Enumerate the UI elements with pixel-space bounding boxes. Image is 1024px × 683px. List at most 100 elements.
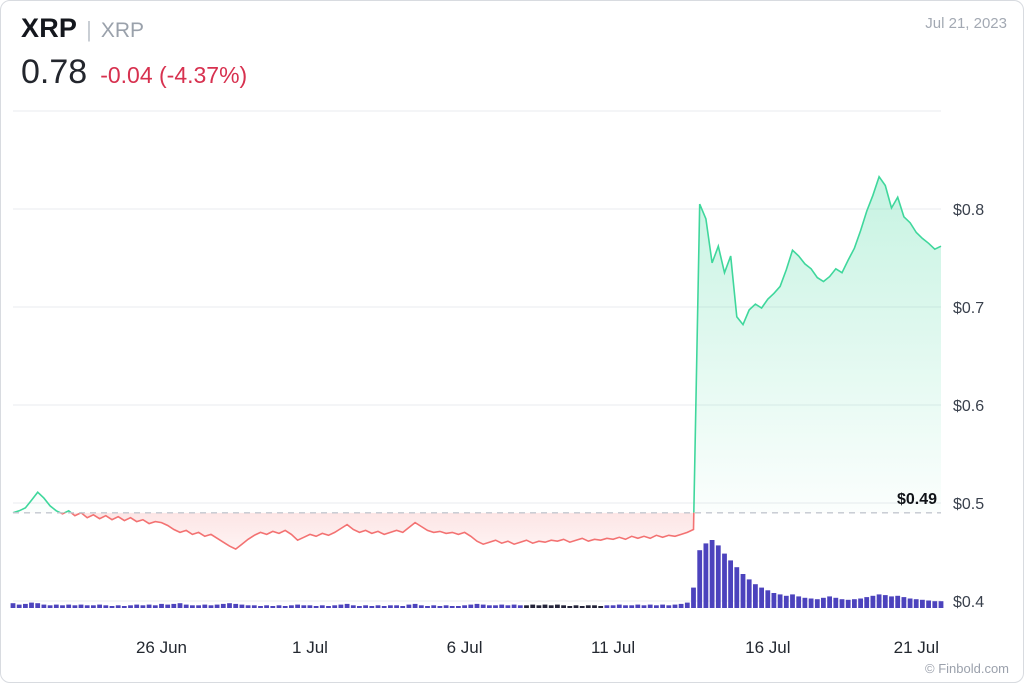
volume-bar (338, 604, 344, 608)
volume-bar (369, 606, 375, 608)
volume-bar (301, 605, 307, 608)
volume-bar (72, 605, 78, 608)
volume-bar (740, 574, 746, 608)
volume-bar (876, 594, 882, 608)
volume-bar (790, 594, 795, 608)
volume-bar (882, 595, 888, 608)
volume-bar (196, 605, 201, 608)
volume-bar (808, 598, 814, 608)
volume-bar (177, 603, 183, 608)
volume-bar (214, 604, 220, 608)
volume-bar (623, 605, 628, 608)
y-axis-label: $0.5 (953, 496, 984, 513)
volume-bar (357, 606, 362, 608)
volume-bar (777, 594, 783, 608)
volume-bar (511, 604, 517, 608)
volume-bar (654, 605, 659, 608)
volume-bar (629, 605, 635, 608)
volume-bar (530, 604, 536, 608)
volume-bar (425, 606, 430, 608)
volume-bar (728, 560, 733, 608)
date-label: Jul 21, 2023 (925, 15, 1007, 32)
volume-bar (220, 603, 226, 608)
baseline-label: $0.49 (897, 491, 937, 508)
volume-bar (418, 605, 424, 608)
price-series (12, 174, 942, 551)
y-axis-label: $0.6 (953, 398, 984, 415)
volume-bar (233, 603, 239, 608)
volume-bar (517, 605, 523, 608)
volume-bar (616, 604, 622, 608)
volume-bar (827, 596, 832, 608)
volume-bar (103, 605, 109, 608)
volume-bar (598, 606, 604, 608)
volume-bar (412, 603, 418, 608)
volume-bar (202, 604, 208, 608)
volume-bar (394, 605, 399, 608)
chart-header: XRP | XRP 0.78 -0.04 (-4.37%) (21, 13, 247, 92)
volume-bars (10, 540, 944, 608)
volume-bar (171, 603, 177, 608)
volume-bar (270, 606, 276, 608)
volume-bar (672, 604, 678, 608)
volume-bar (753, 584, 758, 608)
volume-bar (604, 605, 610, 608)
y-axis-label: $0.4 (953, 594, 984, 611)
volume-bar (258, 606, 263, 608)
volume-bar (350, 605, 356, 608)
volume-bar (524, 605, 529, 608)
volume-bar (487, 605, 492, 608)
volume-bar (332, 605, 338, 608)
volume-bar (666, 605, 672, 608)
volume-bar (567, 606, 573, 608)
volume-bar (165, 604, 171, 608)
volume-bar (722, 553, 727, 608)
volume-bar (449, 606, 455, 608)
volume-bar (746, 579, 752, 608)
volume-bar (852, 599, 857, 608)
volume-bar (400, 606, 406, 608)
volume-bar (97, 604, 102, 608)
volume-bar (821, 597, 826, 608)
volume-bar (16, 604, 22, 608)
volume-bar (344, 603, 350, 608)
x-axis-label: 21 Jul (894, 638, 939, 657)
volume-bar (771, 593, 777, 608)
volume-bar (703, 543, 709, 608)
volume-bar (555, 604, 560, 608)
volume-bar (35, 603, 41, 608)
volume-bar (715, 545, 721, 608)
volume-bar (542, 604, 548, 608)
volume-bar (499, 604, 505, 608)
volume-bar (697, 550, 703, 608)
asset-symbol: XRP (21, 13, 78, 43)
volume-bar (47, 605, 53, 608)
volume-bar (41, 604, 47, 608)
volume-bar (678, 603, 684, 608)
volume-bar (443, 605, 449, 608)
volume-bar (78, 604, 84, 608)
volume-bar (585, 605, 591, 608)
watermark: © Finbold.com (925, 661, 1009, 676)
x-axis-label: 26 Jun (136, 638, 187, 657)
volume-bar (295, 604, 300, 608)
volume-bar (895, 595, 901, 608)
volume-bar (375, 605, 381, 608)
volume-bar (870, 595, 876, 608)
volume-bar (134, 604, 140, 608)
volume-bar (765, 590, 771, 608)
volume-bar (84, 605, 90, 608)
volume-bar (251, 605, 257, 608)
volume-bar (307, 605, 313, 608)
volume-bar (759, 587, 764, 608)
volume-bar (381, 606, 387, 608)
volume-bar (363, 605, 368, 608)
volume-bar (406, 604, 412, 608)
volume-bar (734, 567, 740, 608)
volume-bar (474, 603, 480, 608)
volume-bar (121, 606, 127, 608)
price-change: -0.04 (-4.37%) (100, 62, 248, 88)
x-axis-label: 1 Jul (292, 638, 328, 657)
